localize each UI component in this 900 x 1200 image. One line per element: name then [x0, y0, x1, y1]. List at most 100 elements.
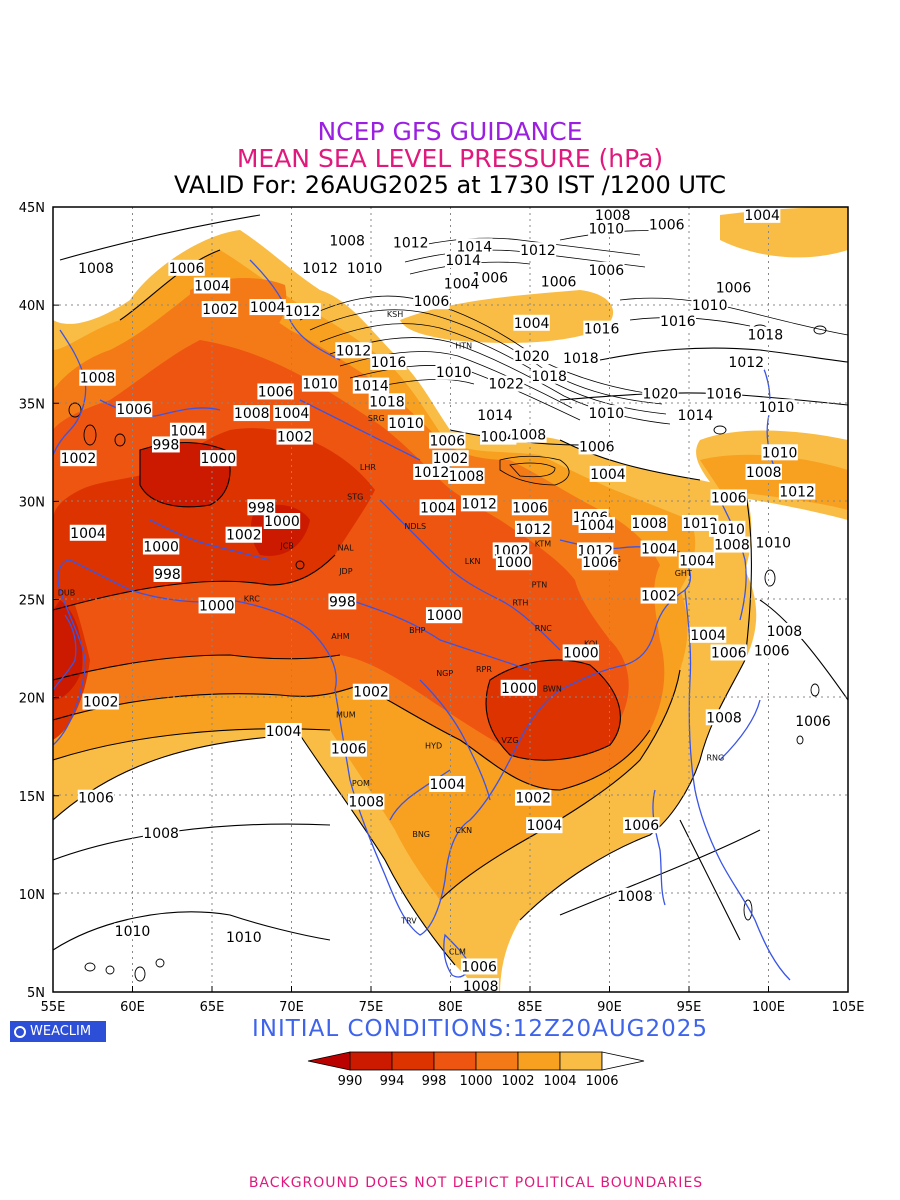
contour-label: 1006 [77, 789, 115, 807]
contour-label: 1006 [115, 401, 153, 418]
city-label: CLM [449, 948, 466, 957]
contour-label-text: 1008 [463, 979, 499, 995]
colorbar-bin-998 [433, 1051, 477, 1071]
boundary-disclaimer: BACKGROUND DOES NOT DEPICT POLITICAL BOU… [248, 1175, 704, 1191]
contour-label: 1016 [705, 385, 743, 402]
city-label: HTN [455, 341, 472, 350]
contour-label-text: 1016 [584, 322, 620, 338]
colorbar-label: 1004 [543, 1074, 576, 1089]
contour-label-text: 1000 [199, 598, 235, 614]
contour-label-text: 1002 [226, 528, 262, 544]
contour-label: 1002 [201, 301, 239, 318]
x-tick-label: 90E [597, 1000, 622, 1015]
contour-label: 1004 [265, 722, 302, 740]
initial-conditions: INITIAL CONDITIONS:12Z20AUG2025 [251, 1016, 709, 1042]
contour-label: 1000 [198, 597, 235, 614]
city-label: BNG [412, 830, 430, 839]
contour-label-text: 1006 [588, 263, 624, 279]
contour-label-text: 1004 [590, 467, 626, 483]
contour-label-text: 1006 [116, 402, 152, 418]
contour-label-text: 1006 [461, 959, 497, 975]
contour-label: 1010 [761, 444, 798, 461]
city-label: BWN [543, 685, 562, 694]
contour-label: 1004 [419, 499, 456, 516]
title-model: NCEP GFS GUIDANCE [317, 117, 583, 146]
contour-label: 1012 [392, 234, 429, 251]
city-label: RTH [513, 598, 529, 607]
contour-label-text: 1002 [61, 451, 97, 467]
contour-label-text: 1014 [353, 379, 389, 395]
y-tick-label: 40N [19, 299, 45, 314]
contour-label-text: 1010 [762, 445, 798, 461]
contour-label-text: 1012 [336, 343, 372, 359]
contour-label-text: 1018 [747, 328, 783, 344]
contour-label: 1002 [82, 693, 119, 711]
contour-label: 1006 [330, 740, 367, 758]
contour-label-text: 1000 [264, 514, 300, 530]
colorbar-end-high [601, 1051, 645, 1071]
contour-label: 1006 [588, 261, 625, 279]
y-tick-label: 35N [19, 397, 45, 412]
contour-label-text: 1006 [331, 742, 367, 758]
contour-label-text: 1022 [488, 377, 524, 393]
contour-label: 1000 [562, 644, 600, 661]
city-label: KOL [584, 640, 600, 649]
contour-label-text: 1012 [285, 304, 321, 320]
contour-label: 1010 [708, 520, 746, 538]
contour-label: 1004 [589, 465, 627, 483]
map-plot-area: KSH HTN SRG LHR STG NDLS NAL JCB DUB KRC JDP LKN PTN… [53, 207, 848, 995]
contour-label-text: 1006 [258, 384, 294, 400]
contour-label: 1006 [623, 817, 660, 834]
contour-label-text: 1006 [711, 645, 747, 661]
x-tick-label: 80E [438, 1000, 463, 1015]
contour-label-text: 1000 [143, 540, 179, 556]
city-label: GHT [675, 569, 692, 578]
contour-label-text: 1010 [302, 377, 338, 393]
contour-label: 1004 [640, 540, 677, 557]
contour-label: 1008 [348, 793, 385, 811]
contour-label-text: 1012 [302, 261, 338, 277]
contour-label-text: 1004 [679, 553, 715, 569]
contour-label-text: 1004 [514, 316, 550, 332]
contour-label: 1006 [710, 644, 747, 661]
x-tick-label: 70E [279, 1000, 304, 1015]
contour-label: 1020 [513, 348, 550, 365]
contour-label: 1008 [745, 463, 782, 481]
contour-label: 1010 [114, 923, 151, 940]
city-label: DUB [58, 589, 76, 598]
contour-label-text: 1008 [449, 469, 485, 485]
contour-label-text: 1008 [714, 538, 750, 554]
contour-label-text: 1000 [501, 681, 537, 697]
contour-label: 1012 [284, 303, 321, 320]
colorbar-label: 1000 [459, 1074, 492, 1089]
weaclim-logo: WEACLIM [10, 1021, 106, 1042]
contour-label: 1008 [616, 887, 654, 905]
contour-label-text: 1002 [433, 451, 469, 467]
weaclim-circle-icon [14, 1025, 26, 1038]
contour-label: 1006 [648, 216, 685, 234]
contour-label: 1008 [448, 467, 485, 485]
contour-label: 1014 [352, 377, 390, 395]
contour-label-text: 1008 [706, 710, 742, 726]
contour-label: 1010 [758, 399, 795, 416]
contour-label-text: 1002 [515, 791, 551, 807]
x-tick-label: 105E [831, 1000, 864, 1015]
contour-label: 1022 [487, 375, 525, 393]
contour-label-text: 1010 [755, 536, 791, 552]
contour-label-text: 1018 [563, 351, 599, 367]
contour-label-text: 1010 [226, 930, 262, 946]
contour-label-text: 1010 [347, 261, 383, 277]
contour-label: 1000 [200, 450, 237, 467]
contour-label-text: 1012 [414, 465, 450, 481]
city-label: TRV [400, 916, 417, 925]
pressure-fill-998 [53, 428, 375, 610]
contour-label: 1006 [511, 499, 549, 516]
contour-label-text: 1006 [78, 791, 114, 807]
contour-label: 1008 [462, 978, 499, 995]
contour-label-text: 1010 [588, 222, 624, 238]
contour-label-text: 1006 [472, 271, 508, 287]
contour-label: 1002 [60, 450, 97, 467]
x-tick-label: 65E [200, 1000, 225, 1015]
contour-label: 1004 [249, 299, 286, 316]
contour-label: 1006 [578, 438, 615, 455]
